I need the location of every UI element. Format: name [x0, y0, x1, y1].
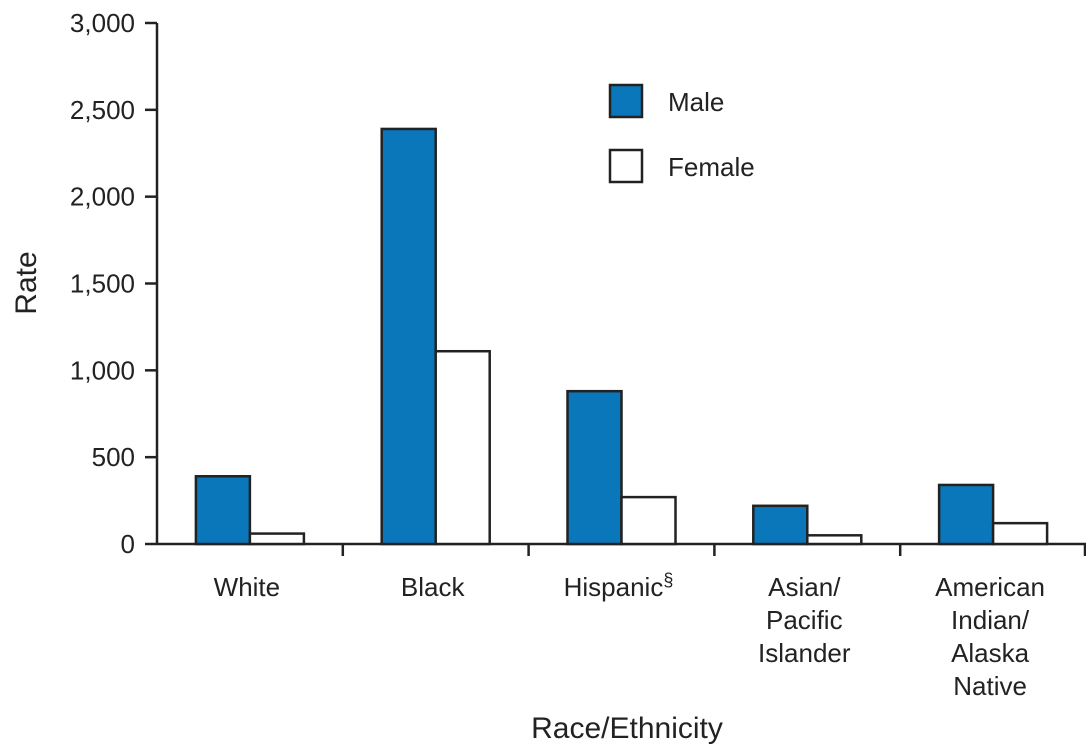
bar-female-1	[434, 349, 491, 546]
bar-male-3	[752, 504, 809, 546]
bar-series	[194, 127, 1049, 546]
category-label: Hispanic§	[564, 570, 674, 602]
bar-female-2	[620, 495, 677, 546]
category-label-line: Pacific	[766, 605, 843, 635]
y-tick-label: 3,000	[70, 8, 135, 38]
category-label-superscript: §	[663, 570, 673, 590]
y-tick-label: 0	[121, 529, 135, 559]
y-tick-label: 2,500	[70, 95, 135, 125]
category-labels: White Black Hispanic§ Asian/Pacific Islander…	[214, 570, 1045, 701]
y-axis-title: Rate	[10, 251, 43, 314]
legend-swatch-male	[608, 83, 644, 119]
y-tick-label: 1,000	[70, 355, 135, 385]
x-axis-ticks	[341, 544, 1086, 556]
category-label: Black	[401, 572, 466, 602]
category-label-line: Native	[953, 671, 1027, 701]
bar-female-4	[991, 521, 1049, 546]
category-label-line: Asian/	[768, 572, 841, 602]
y-tick-label: 2,000	[70, 182, 135, 212]
category-label-line: Indian/	[951, 605, 1030, 635]
y-tick-label: 1,500	[70, 269, 135, 299]
bar-male-4	[937, 483, 995, 546]
y-tick-label: 500	[92, 442, 135, 472]
bar-male-1	[380, 127, 437, 546]
category-label-line: White	[214, 572, 280, 602]
category-label-line: Alaska	[951, 638, 1030, 668]
x-axis-title: Race/Ethnicity	[531, 712, 723, 744]
category-label: American Indian/Alaska Native	[935, 572, 1045, 701]
y-axis-ticks: 0 500 1,000 1,500 2,000 2,500 3,000	[70, 8, 157, 559]
category-label: White	[214, 572, 280, 602]
legend: Male Female	[608, 83, 755, 184]
category-label: Asian/Pacific Islander	[758, 572, 851, 668]
legend-label-male: Male	[668, 87, 724, 117]
legend-swatch-female	[608, 148, 644, 184]
bar-female-3	[806, 534, 863, 546]
bar-male-2	[566, 389, 623, 546]
category-label-line: Islander	[758, 638, 851, 668]
legend-label-female: Female	[668, 152, 755, 182]
category-label-line: Hispanic	[564, 572, 664, 602]
category-label-line: Black	[401, 572, 466, 602]
bar-female-0	[248, 532, 306, 546]
bar-male-0	[194, 475, 252, 546]
category-label-line: American	[935, 572, 1045, 602]
